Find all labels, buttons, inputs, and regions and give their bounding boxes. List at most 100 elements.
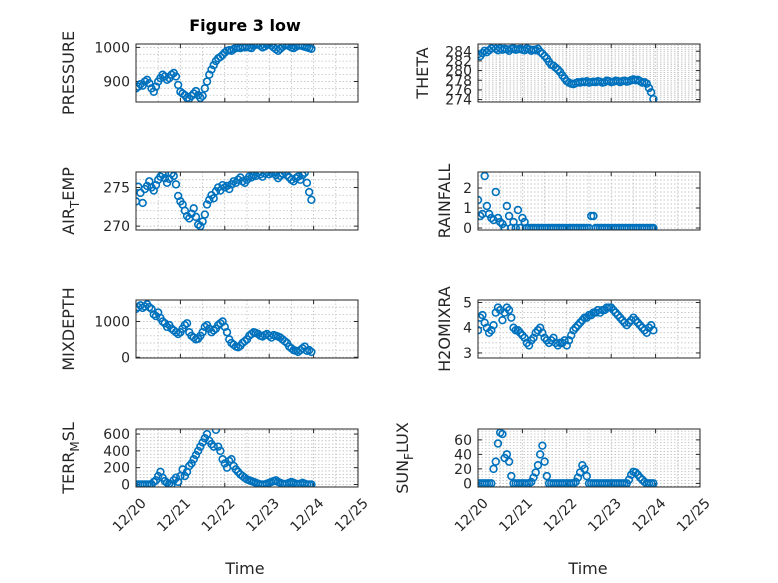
- y-axis-label-part: TERR: [59, 452, 78, 495]
- data-point: [553, 65, 563, 74]
- data-point: [202, 200, 212, 209]
- y-axis-label-part: LUX: [393, 422, 412, 453]
- data-point: [513, 205, 523, 215]
- data-point: [540, 457, 549, 466]
- data-point: [642, 79, 651, 88]
- axes-frame: [135, 171, 359, 231]
- y-axis-label-part: SL: [59, 422, 78, 441]
- data-point: [635, 473, 645, 482]
- x-tick-label: 12/20: [110, 495, 150, 535]
- data-point: [273, 46, 283, 56]
- data-point: [171, 180, 181, 189]
- data-point: [489, 464, 498, 474]
- y-axis-label: TERRMSL: [59, 422, 82, 495]
- y-axis-label-subscript: F: [402, 453, 416, 460]
- y-axis-label: H2OMIXRA: [435, 286, 454, 372]
- data-point: [262, 44, 272, 49]
- y-tick-label: 0: [121, 350, 130, 366]
- data-point: [191, 212, 201, 222]
- x-tick-label: 12/24: [630, 495, 670, 535]
- data-point: [207, 65, 216, 74]
- y-tick-label: 20: [454, 462, 472, 478]
- series-markers: [478, 303, 658, 350]
- y-tick-label: 900: [103, 75, 130, 91]
- data-point: [218, 50, 227, 60]
- data-point: [478, 211, 485, 221]
- y-tick-label: 5: [463, 296, 472, 312]
- y-tick-label: 278: [445, 73, 472, 89]
- data-point: [209, 60, 218, 70]
- data-point: [171, 72, 181, 81]
- y-axis-label-part: EMP: [59, 167, 78, 201]
- y-tick-label: 0: [463, 221, 472, 237]
- y-tick-label: 280: [445, 64, 472, 80]
- data-point: [189, 89, 198, 98]
- x-tick-label: 12/25: [332, 495, 372, 535]
- data-point: [300, 172, 309, 177]
- data-point: [507, 313, 516, 322]
- data-point: [307, 195, 316, 205]
- data-point: [307, 347, 316, 357]
- data-point: [504, 305, 514, 315]
- x-tick-label: 12/21: [154, 495, 194, 535]
- data-point: [498, 315, 507, 325]
- data-point: [527, 477, 536, 487]
- series-markers: [136, 172, 316, 230]
- data-point: [211, 429, 221, 435]
- data-point: [196, 93, 205, 102]
- x-tick-label: 12/23: [585, 495, 625, 535]
- data-point: [138, 198, 147, 208]
- data-point: [209, 442, 218, 451]
- data-point: [296, 175, 305, 184]
- data-point: [307, 44, 316, 53]
- y-tick-label: 40: [454, 447, 472, 463]
- data-point: [136, 82, 143, 91]
- data-point: [200, 210, 210, 219]
- y-tick-label: 1: [463, 201, 472, 217]
- data-point: [502, 450, 512, 459]
- axes-frame: [135, 428, 359, 488]
- y-axis-label: PRESSURE: [59, 31, 78, 115]
- data-point: [478, 310, 487, 320]
- data-point: [502, 201, 512, 211]
- data-point: [531, 468, 540, 477]
- subplot-rainfall: 0 1 2 RAINFALL: [435, 164, 701, 238]
- data-point: [535, 450, 545, 459]
- data-point: [247, 173, 256, 182]
- y-axis-label-subscript: M: [68, 441, 82, 451]
- data-point: [218, 180, 227, 190]
- subplot-h2omixra: 3 4 5 H2OMIXRA: [435, 286, 701, 372]
- data-point: [589, 211, 598, 221]
- x-tick-label: 12/21: [496, 495, 536, 535]
- data-point: [154, 471, 163, 481]
- series-markers: [478, 44, 658, 102]
- data-point: [498, 429, 507, 439]
- data-point: [491, 457, 500, 466]
- y-tick-label: 284: [445, 44, 472, 60]
- y-tick-label: 60: [454, 433, 472, 449]
- data-point: [649, 326, 658, 335]
- y-tick-label: 4: [463, 321, 472, 337]
- y-tick-label: 2: [463, 181, 472, 197]
- data-point: [233, 175, 243, 184]
- series-markers: [136, 429, 316, 487]
- y-tick-label: 274: [445, 93, 472, 109]
- data-point: [216, 52, 225, 62]
- data-point: [304, 187, 314, 197]
- data-point: [491, 187, 500, 197]
- axes-frame: [477, 171, 701, 231]
- data-point: [180, 471, 190, 481]
- data-point: [582, 471, 591, 481]
- data-point: [511, 223, 520, 230]
- data-point: [142, 181, 152, 191]
- y-tick-label: 3: [463, 346, 472, 362]
- data-point: [222, 328, 232, 337]
- data-point: [182, 319, 192, 328]
- data-point: [504, 457, 514, 466]
- data-point: [307, 480, 316, 487]
- data-point: [489, 321, 498, 330]
- axes-frame: [477, 428, 701, 488]
- y-tick-label: 1000: [94, 314, 130, 330]
